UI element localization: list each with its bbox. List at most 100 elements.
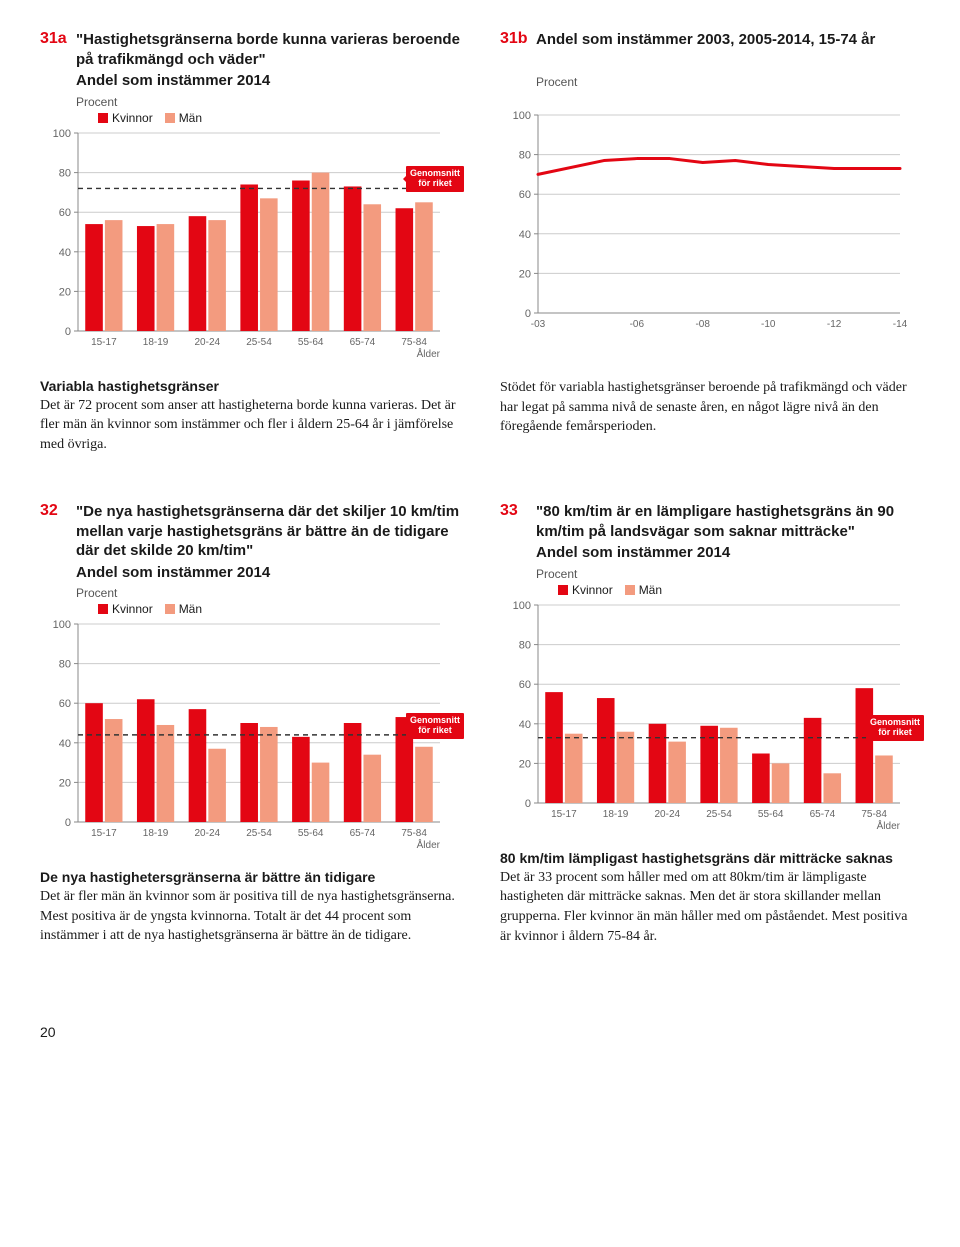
svg-text:60: 60 [519,189,531,201]
svg-text:20: 20 [59,286,71,298]
svg-text:-08: -08 [695,319,710,330]
svg-text:100: 100 [53,129,71,140]
svg-text:25-54: 25-54 [706,809,732,820]
svg-text:100: 100 [53,620,71,631]
chart-num: 32 [40,502,68,561]
avg-label: Genomsnittför riket [406,166,464,192]
legend-swatch-man [165,604,175,614]
chart-y-label: Procent [76,586,460,600]
svg-text:100: 100 [513,111,531,122]
svg-text:-03: -03 [531,319,546,330]
svg-text:20-24: 20-24 [194,337,220,348]
svg-text:80: 80 [519,639,531,651]
svg-text:Ålder: Ålder [417,838,441,850]
row-2: 32 "De nya hastighetsgränserna där det s… [40,502,920,946]
legend-swatch-kvinnor [98,604,108,614]
svg-text:0: 0 [65,817,71,829]
chart-num: 31a [40,30,68,69]
svg-text:20: 20 [519,268,531,280]
svg-text:100: 100 [513,601,531,612]
chart-num: 33 [500,502,528,541]
svg-text:-06: -06 [630,319,645,330]
svg-text:0: 0 [525,798,531,810]
svg-text:80: 80 [59,167,71,179]
body-heading: 80 km/tim lämpligast hastighetsgräns där… [500,850,920,866]
avg-label: Genomsnittför riket [406,713,464,739]
svg-text:20-24: 20-24 [654,809,680,820]
svg-text:65-74: 65-74 [810,809,836,820]
legend-swatch-kvinnor [558,585,568,595]
avg-label: Genomsnittför riket [866,715,924,741]
svg-text:60: 60 [59,207,71,219]
page-number: 20 [40,1024,920,1040]
chart-31b: 020406080100-03-06-08-10-12-14 [510,111,920,346]
legend-swatch-man [165,113,175,123]
svg-text:15-17: 15-17 [551,809,577,820]
svg-text:0: 0 [65,326,71,338]
svg-text:40: 40 [519,229,531,241]
row-1: 31a "Hastighetsgränserna borde kunna var… [40,30,920,454]
body-heading: De nya hastighetersgränserna är bättre ä… [40,869,460,885]
legend-kvinnor: Kvinnor [558,583,613,597]
svg-text:75-84: 75-84 [401,337,427,348]
svg-text:60: 60 [519,679,531,691]
body-text: Det är 72 procent som anser att hastighe… [40,396,460,455]
svg-text:20-24: 20-24 [194,828,220,839]
body-text: Det är fler män än kvinnor som är positi… [40,887,460,946]
svg-text:18-19: 18-19 [143,337,169,348]
svg-text:20: 20 [519,758,531,770]
chart-y-label: Procent [76,95,460,109]
chart-33: 02040608010015-1718-1920-2425-5455-6465-… [510,601,920,836]
svg-text:80: 80 [519,150,531,162]
svg-text:25-54: 25-54 [246,828,272,839]
panel-32: 32 "De nya hastighetsgränserna där det s… [40,502,460,946]
panel-33: 33 "80 km/tim är en lämpligare hastighet… [500,502,920,946]
chart-subtitle [536,52,920,72]
chart-31a: 02040608010015-1718-1920-2425-5455-6465-… [50,129,460,364]
svg-text:25-54: 25-54 [246,337,272,348]
legend-man: Män [165,111,202,125]
legend: Kvinnor Män [558,583,920,597]
svg-text:75-84: 75-84 [401,828,427,839]
svg-text:80: 80 [59,659,71,671]
page: 31a "Hastighetsgränserna borde kunna var… [40,30,920,1040]
chart-subtitle: Andel som instämmer 2014 [536,543,920,563]
body-spacer [500,360,920,376]
svg-text:40: 40 [59,246,71,258]
svg-text:20: 20 [59,778,71,790]
chart-y-label: Procent [536,75,920,89]
legend-kvinnor: Kvinnor [98,602,153,616]
chart-32: 0 20 40 60 80 100 15-17 18-19 20-24 25-54 55-64 65-… [50,620,460,855]
svg-text:55-64: 55-64 [298,337,324,348]
chart-title: Andel som instämmer 2003, 2005-2014, 15-… [536,30,875,50]
svg-text:65-74: 65-74 [350,828,376,839]
body-text: Stödet för variabla hastighetsgränser be… [500,378,920,437]
chart-subtitle: Andel som instämmer 2014 [76,71,460,91]
svg-text:40: 40 [59,738,71,750]
svg-text:15-17: 15-17 [91,337,117,348]
panel-31b: 31b Andel som instämmer 2003, 2005-2014,… [500,30,920,454]
svg-text:-10: -10 [761,319,776,330]
svg-text:18-19: 18-19 [143,828,169,839]
svg-text:18-19: 18-19 [603,809,629,820]
svg-text:55-64: 55-64 [758,809,784,820]
svg-text:60: 60 [59,698,71,710]
legend: Kvinnor Män [98,602,460,616]
svg-text:15-17: 15-17 [91,828,117,839]
svg-text:Ålder: Ålder [877,819,901,831]
svg-text:-14: -14 [893,319,908,330]
body-text: Det är 33 procent som håller med om att … [500,868,920,946]
svg-text:Ålder: Ålder [417,347,441,359]
legend-swatch-kvinnor [98,113,108,123]
chart-title: "De nya hastighetsgränserna där det skil… [76,502,460,561]
chart-title: "Hastighetsgränserna borde kunna variera… [76,30,460,69]
chart-y-label: Procent [536,567,920,581]
chart-title: "80 km/tim är en lämpligare hastighetsgr… [536,502,920,541]
svg-text:75-84: 75-84 [861,809,887,820]
legend-kvinnor: Kvinnor [98,111,153,125]
chart-subtitle: Andel som instämmer 2014 [76,563,460,583]
panel-31a: 31a "Hastighetsgränserna borde kunna var… [40,30,460,454]
svg-text:55-64: 55-64 [298,828,324,839]
legend-man: Män [625,583,662,597]
svg-text:-12: -12 [827,319,842,330]
